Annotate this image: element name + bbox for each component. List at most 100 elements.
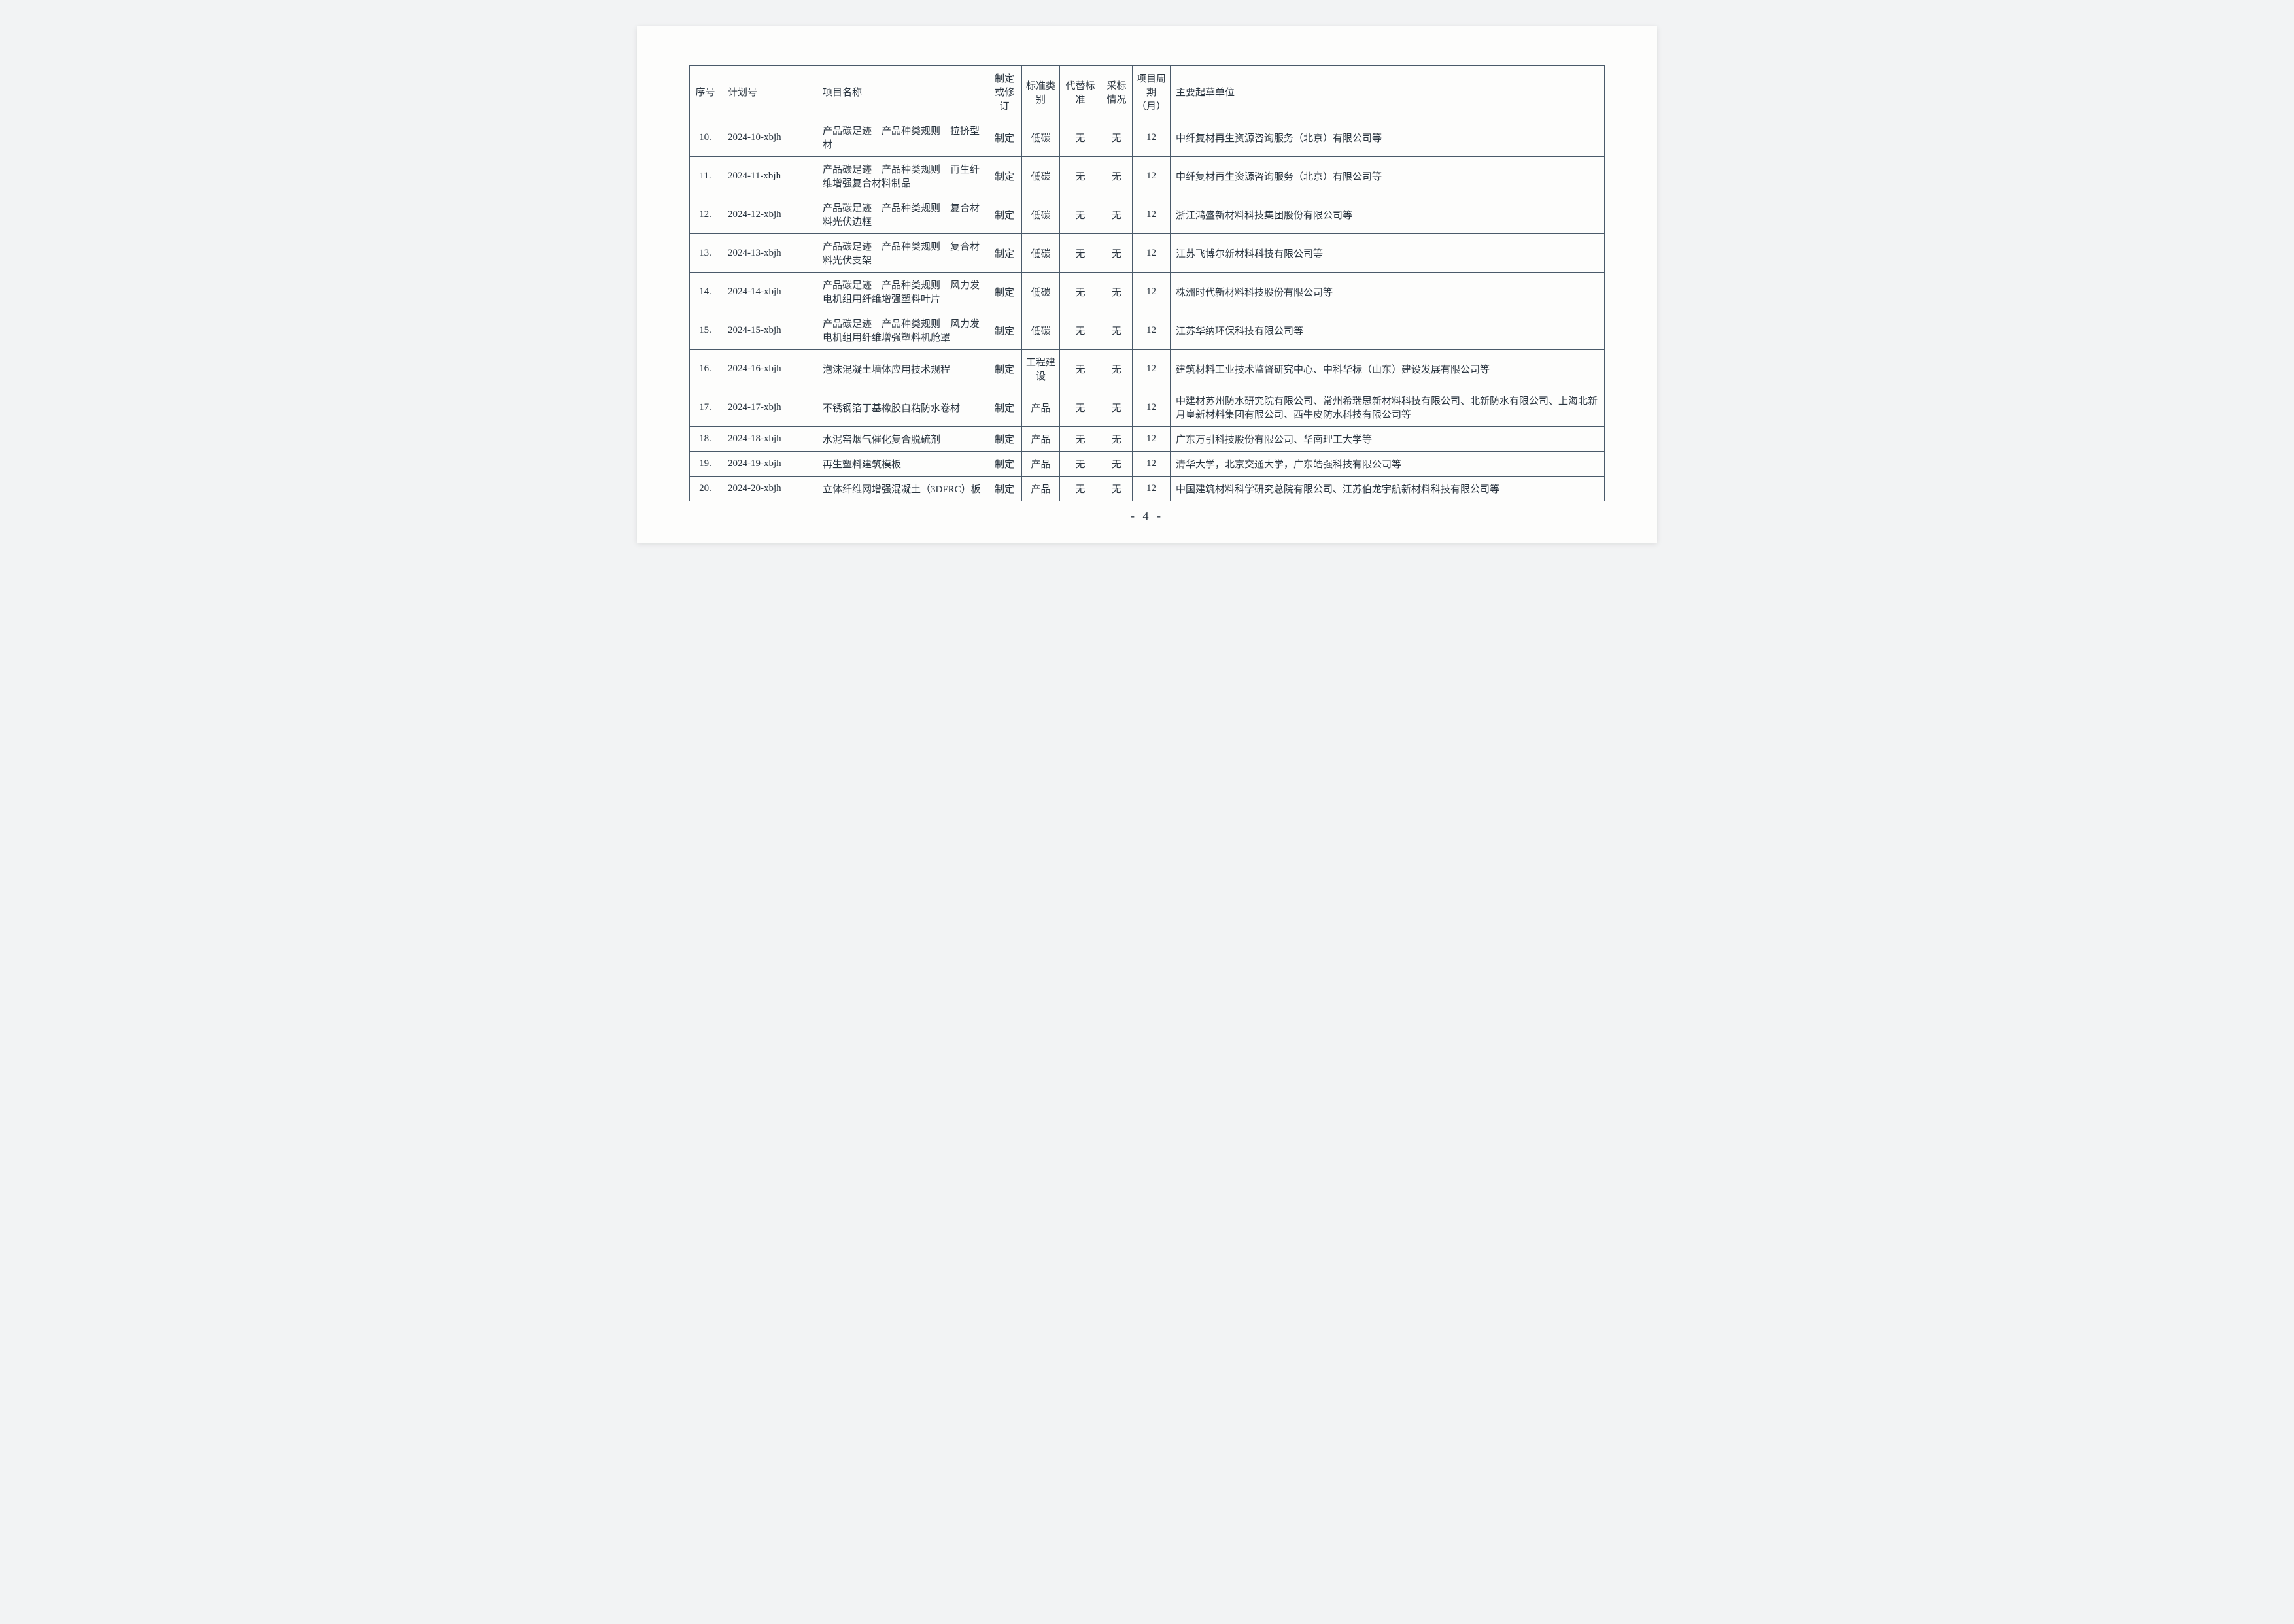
table-header: 序号 计划号 项目名称 制定或修订 标准类别 代替标准 采标情况 项目周期（月）… — [690, 66, 1605, 118]
cell-seq: 14. — [690, 273, 721, 311]
cell-rep: 无 — [1060, 452, 1101, 477]
header-per: 项目周期（月） — [1133, 66, 1171, 118]
cell-per: 12 — [1133, 234, 1171, 273]
header-sta: 采标情况 — [1101, 66, 1133, 118]
cell-org: 江苏飞博尔新材料科技有限公司等 — [1171, 234, 1605, 273]
cell-rev: 制定 — [987, 234, 1022, 273]
cell-std: 低碳 — [1022, 273, 1060, 311]
cell-seq: 10. — [690, 118, 721, 157]
cell-plan: 2024-16-xbjh — [721, 350, 817, 388]
table-row: 20.2024-20-xbjh立体纤维网增强混凝土（3DFRC）板制定产品无无1… — [690, 477, 1605, 501]
cell-sta: 无 — [1101, 195, 1133, 234]
cell-name: 水泥窑烟气催化复合脱硫剂 — [817, 427, 987, 452]
cell-std: 工程建设 — [1022, 350, 1060, 388]
cell-std: 产品 — [1022, 388, 1060, 427]
cell-sta: 无 — [1101, 427, 1133, 452]
cell-org: 中纤复材再生资源咨询服务（北京）有限公司等 — [1171, 118, 1605, 157]
cell-seq: 19. — [690, 452, 721, 477]
cell-rev: 制定 — [987, 195, 1022, 234]
cell-per: 12 — [1133, 195, 1171, 234]
cell-rep: 无 — [1060, 350, 1101, 388]
cell-name: 产品碳足迹 产品种类规则 拉挤型材 — [817, 118, 987, 157]
cell-per: 12 — [1133, 427, 1171, 452]
cell-name: 产品碳足迹 产品种类规则 复合材料光伏边框 — [817, 195, 987, 234]
cell-std: 产品 — [1022, 452, 1060, 477]
cell-std: 低碳 — [1022, 195, 1060, 234]
table-row: 17.2024-17-xbjh不锈钢箔丁基橡胶自粘防水卷材制定产品无无12中建材… — [690, 388, 1605, 427]
cell-seq: 13. — [690, 234, 721, 273]
cell-per: 12 — [1133, 388, 1171, 427]
table-row: 10.2024-10-xbjh产品碳足迹 产品种类规则 拉挤型材制定低碳无无12… — [690, 118, 1605, 157]
cell-sta: 无 — [1101, 273, 1133, 311]
cell-plan: 2024-11-xbjh — [721, 157, 817, 195]
header-org: 主要起草单位 — [1171, 66, 1605, 118]
cell-rev: 制定 — [987, 477, 1022, 501]
table-row: 13.2024-13-xbjh产品碳足迹 产品种类规则 复合材料光伏支架制定低碳… — [690, 234, 1605, 273]
cell-per: 12 — [1133, 157, 1171, 195]
cell-rep: 无 — [1060, 118, 1101, 157]
cell-plan: 2024-18-xbjh — [721, 427, 817, 452]
cell-sta: 无 — [1101, 234, 1133, 273]
cell-org: 广东万引科技股份有限公司、华南理工大学等 — [1171, 427, 1605, 452]
cell-name: 产品碳足迹 产品种类规则 复合材料光伏支架 — [817, 234, 987, 273]
header-std: 标准类别 — [1022, 66, 1060, 118]
cell-per: 12 — [1133, 452, 1171, 477]
cell-sta: 无 — [1101, 350, 1133, 388]
cell-org: 建筑材料工业技术监督研究中心、中科华标（山东）建设发展有限公司等 — [1171, 350, 1605, 388]
header-rep: 代替标准 — [1060, 66, 1101, 118]
cell-org: 中国建筑材料科学研究总院有限公司、江苏伯龙宇航新材料科技有限公司等 — [1171, 477, 1605, 501]
cell-rev: 制定 — [987, 427, 1022, 452]
table-row: 14.2024-14-xbjh产品碳足迹 产品种类规则 风力发电机组用纤维增强塑… — [690, 273, 1605, 311]
cell-name: 产品碳足迹 产品种类规则 风力发电机组用纤维增强塑料机舱罩 — [817, 311, 987, 350]
cell-rev: 制定 — [987, 157, 1022, 195]
page-number: - 4 - — [689, 509, 1605, 523]
cell-std: 产品 — [1022, 427, 1060, 452]
table-row: 19.2024-19-xbjh再生塑料建筑模板制定产品无无12清华大学，北京交通… — [690, 452, 1605, 477]
cell-plan: 2024-12-xbjh — [721, 195, 817, 234]
cell-rep: 无 — [1060, 157, 1101, 195]
table-row: 16.2024-16-xbjh泡沫混凝土墙体应用技术规程制定工程建设无无12建筑… — [690, 350, 1605, 388]
cell-seq: 16. — [690, 350, 721, 388]
cell-rep: 无 — [1060, 427, 1101, 452]
cell-org: 清华大学，北京交通大学，广东皓强科技有限公司等 — [1171, 452, 1605, 477]
cell-rep: 无 — [1060, 273, 1101, 311]
document-page: 序号 计划号 项目名称 制定或修订 标准类别 代替标准 采标情况 项目周期（月）… — [637, 26, 1657, 543]
cell-name: 泡沫混凝土墙体应用技术规程 — [817, 350, 987, 388]
cell-rep: 无 — [1060, 477, 1101, 501]
cell-per: 12 — [1133, 118, 1171, 157]
cell-plan: 2024-15-xbjh — [721, 311, 817, 350]
cell-std: 低碳 — [1022, 234, 1060, 273]
cell-rev: 制定 — [987, 118, 1022, 157]
cell-org: 株洲时代新材料科技股份有限公司等 — [1171, 273, 1605, 311]
table-row: 18.2024-18-xbjh水泥窑烟气催化复合脱硫剂制定产品无无12广东万引科… — [690, 427, 1605, 452]
cell-seq: 11. — [690, 157, 721, 195]
cell-std: 低碳 — [1022, 157, 1060, 195]
cell-plan: 2024-10-xbjh — [721, 118, 817, 157]
cell-rev: 制定 — [987, 388, 1022, 427]
cell-rep: 无 — [1060, 234, 1101, 273]
cell-plan: 2024-19-xbjh — [721, 452, 817, 477]
standards-table: 序号 计划号 项目名称 制定或修订 标准类别 代替标准 采标情况 项目周期（月）… — [689, 65, 1605, 501]
cell-sta: 无 — [1101, 452, 1133, 477]
cell-rep: 无 — [1060, 311, 1101, 350]
cell-name: 不锈钢箔丁基橡胶自粘防水卷材 — [817, 388, 987, 427]
cell-plan: 2024-17-xbjh — [721, 388, 817, 427]
cell-std: 低碳 — [1022, 311, 1060, 350]
header-rev: 制定或修订 — [987, 66, 1022, 118]
cell-seq: 17. — [690, 388, 721, 427]
cell-per: 12 — [1133, 350, 1171, 388]
table-row: 12.2024-12-xbjh产品碳足迹 产品种类规则 复合材料光伏边框制定低碳… — [690, 195, 1605, 234]
cell-sta: 无 — [1101, 388, 1133, 427]
table-body: 10.2024-10-xbjh产品碳足迹 产品种类规则 拉挤型材制定低碳无无12… — [690, 118, 1605, 501]
header-name: 项目名称 — [817, 66, 987, 118]
cell-seq: 20. — [690, 477, 721, 501]
cell-name: 产品碳足迹 产品种类规则 再生纤维增强复合材料制品 — [817, 157, 987, 195]
cell-plan: 2024-14-xbjh — [721, 273, 817, 311]
cell-seq: 12. — [690, 195, 721, 234]
cell-sta: 无 — [1101, 311, 1133, 350]
cell-rep: 无 — [1060, 388, 1101, 427]
cell-org: 中建材苏州防水研究院有限公司、常州希瑞思新材料科技有限公司、北新防水有限公司、上… — [1171, 388, 1605, 427]
cell-name: 再生塑料建筑模板 — [817, 452, 987, 477]
cell-org: 浙江鸿盛新材料科技集团股份有限公司等 — [1171, 195, 1605, 234]
cell-rev: 制定 — [987, 311, 1022, 350]
